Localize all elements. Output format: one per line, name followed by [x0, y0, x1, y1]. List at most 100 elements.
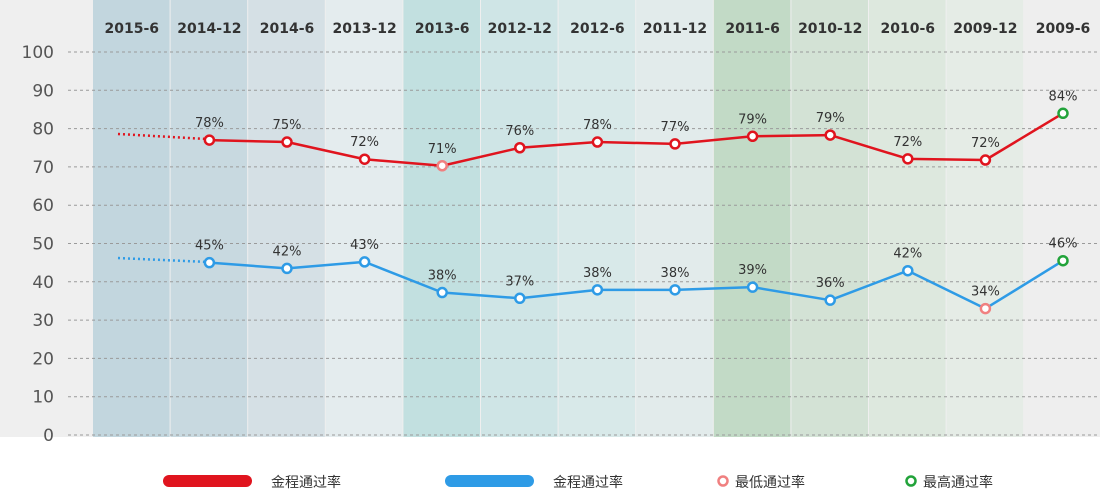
data-point [205, 258, 214, 267]
data-label: 79% [816, 111, 845, 126]
data-label: 37% [505, 274, 534, 289]
data-label: 38% [583, 266, 612, 281]
data-label: 38% [661, 266, 690, 281]
column-background [93, 0, 170, 437]
y-tick-label: 30 [32, 311, 54, 331]
data-label: 42% [273, 244, 302, 259]
data-point [826, 296, 835, 305]
column-background [714, 0, 791, 437]
legend: 金程通过率 金程通过率 最低通过率 最高通过率 [163, 474, 993, 491]
data-point [1059, 109, 1068, 118]
data-point [283, 138, 292, 147]
data-label: 36% [816, 276, 845, 291]
legend-label-highest: 最高通过率 [923, 474, 993, 491]
column-backgrounds [93, 0, 1100, 437]
data-label: 75% [273, 118, 302, 133]
column-background [248, 0, 325, 437]
y-tick-label: 80 [32, 120, 54, 140]
data-point [438, 288, 447, 297]
data-label: 72% [350, 135, 379, 150]
data-label: 38% [428, 269, 457, 284]
legend-swatch-series-1 [163, 475, 252, 487]
y-tick-label: 10 [32, 388, 54, 408]
data-label: 78% [195, 116, 224, 131]
column-background [326, 0, 403, 437]
legend-item-lowest: 最低通过率 [719, 474, 806, 491]
x-category-label: 2010-6 [881, 21, 936, 37]
data-point [283, 264, 292, 273]
data-point [360, 155, 369, 164]
data-label: 34% [971, 285, 1000, 300]
x-category-label: 2010-12 [798, 21, 862, 37]
x-category-label: 2012-12 [488, 21, 552, 37]
legend-swatch-series-2 [445, 475, 534, 487]
data-label: 43% [350, 238, 379, 253]
data-label: 39% [738, 263, 767, 278]
legend-item-highest: 最高通过率 [907, 474, 994, 491]
data-point [903, 154, 912, 163]
data-label: 42% [893, 247, 922, 262]
data-point [748, 283, 757, 292]
column-background [1024, 0, 1100, 437]
data-label: 79% [738, 112, 767, 127]
data-label: 77% [661, 120, 690, 135]
data-point [438, 161, 447, 170]
data-label: 72% [893, 135, 922, 150]
column-background [481, 0, 558, 437]
column-background [869, 0, 946, 437]
data-label: 71% [428, 142, 457, 157]
data-label: 76% [505, 124, 534, 139]
data-point [748, 132, 757, 141]
legend-item-series-1: 金程通过率 [163, 474, 341, 491]
legend-highest-circle-icon [907, 477, 916, 486]
x-category-label: 2014-6 [260, 21, 315, 37]
legend-item-series-2: 金程通过率 [445, 474, 623, 491]
legend-label-series-1: 金程通过率 [271, 474, 341, 491]
data-point [593, 285, 602, 294]
legend-lowest-circle-icon [719, 477, 728, 486]
data-point [1059, 256, 1068, 265]
x-category-label: 2013-12 [332, 21, 396, 37]
column-background [947, 0, 1024, 437]
data-point [593, 138, 602, 147]
x-category-label: 2012-6 [570, 21, 625, 37]
data-point [981, 304, 990, 313]
data-label: 78% [583, 118, 612, 133]
data-label: 84% [1049, 89, 1078, 104]
x-category-label: 2015-6 [105, 21, 160, 37]
data-point [981, 156, 990, 165]
column-background [403, 0, 480, 437]
y-tick-label: 40 [32, 273, 54, 293]
y-tick-label: 90 [32, 81, 54, 101]
x-category-label: 2011-6 [725, 21, 780, 37]
data-point [515, 294, 524, 303]
column-background [791, 0, 868, 437]
data-point [671, 139, 680, 148]
y-tick-label: 100 [22, 43, 54, 63]
column-background [171, 0, 248, 437]
data-point [360, 257, 369, 266]
legend-label-lowest: 最低通过率 [735, 474, 805, 491]
data-point [671, 285, 680, 294]
legend-label-series-2: 金程通过率 [553, 474, 623, 491]
y-tick-label: 60 [32, 196, 54, 216]
data-label: 72% [971, 136, 1000, 151]
column-background [559, 0, 636, 437]
x-category-label: 2014-12 [177, 21, 241, 37]
data-label: 46% [1049, 237, 1078, 252]
data-point [205, 136, 214, 145]
x-category-label: 2009-6 [1036, 21, 1091, 37]
column-background [636, 0, 713, 437]
x-category-label: 2013-6 [415, 21, 470, 37]
x-category-label: 2011-12 [643, 21, 707, 37]
y-tick-label: 0 [43, 426, 54, 446]
data-point [903, 266, 912, 275]
data-point [515, 143, 524, 152]
y-tick-label: 70 [32, 158, 54, 178]
y-tick-label: 50 [32, 235, 54, 255]
y-tick-label: 20 [32, 349, 54, 369]
x-category-label: 2009-12 [953, 21, 1017, 37]
data-label: 45% [195, 239, 224, 254]
